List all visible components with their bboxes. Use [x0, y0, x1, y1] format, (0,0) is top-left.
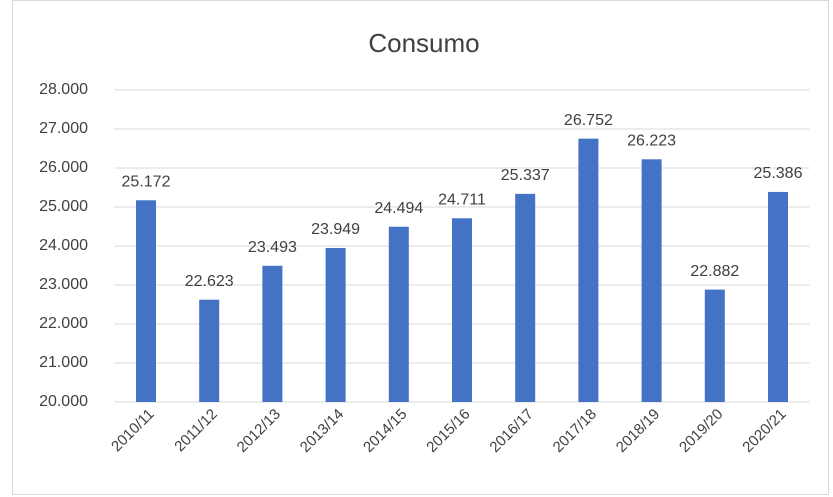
bar: [199, 299, 220, 402]
y-tick-label: 25.000: [39, 198, 88, 215]
bar: [325, 247, 346, 402]
bar: [704, 289, 725, 402]
data-label: 25.172: [122, 174, 171, 191]
chart-title: Consumo: [368, 28, 479, 58]
bar: [768, 191, 788, 402]
y-tick-label: 24.000: [39, 237, 88, 254]
y-tick-label: 20.000: [39, 393, 88, 410]
data-label: 25.337: [501, 167, 550, 184]
data-label: 22.882: [690, 263, 739, 280]
y-tick-label: 26.000: [39, 159, 88, 176]
y-tick-label: 27.000: [39, 120, 88, 137]
y-tick-label: 21.000: [39, 354, 88, 371]
data-label: 22.623: [185, 273, 234, 290]
bar: [452, 218, 472, 402]
bar: [388, 226, 409, 402]
data-label: 23.949: [311, 221, 360, 238]
bar: [641, 159, 662, 402]
data-label: 26.752: [564, 112, 613, 129]
bar: [515, 193, 536, 402]
bar: [578, 138, 599, 402]
data-label: 24.711: [438, 191, 486, 208]
bar: [262, 265, 283, 402]
y-tick-label: 28.000: [39, 81, 88, 98]
data-label: 24.494: [374, 200, 423, 217]
y-tick-label: 23.000: [39, 276, 88, 293]
data-label: 26.223: [627, 133, 676, 150]
data-label: 25.386: [754, 165, 803, 182]
y-tick-label: 22.000: [39, 315, 88, 332]
data-label: 23.493: [248, 239, 297, 256]
bar: [136, 200, 156, 402]
